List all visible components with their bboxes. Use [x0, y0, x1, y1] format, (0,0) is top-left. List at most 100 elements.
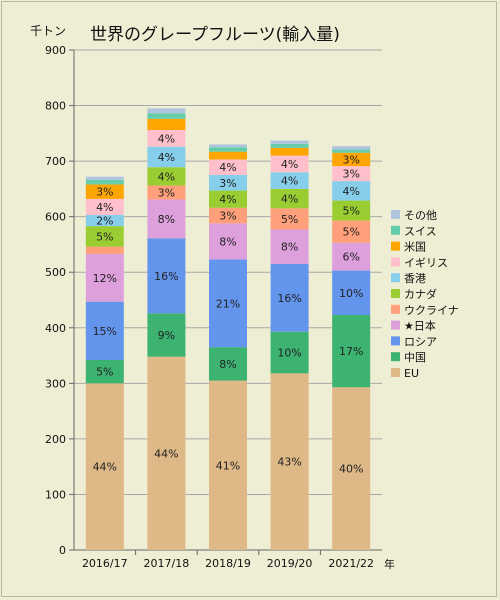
- bar-segment: [147, 313, 186, 357]
- bar-data-label: 4%: [158, 170, 175, 183]
- bar-segment: [332, 220, 371, 243]
- bar-segment: [209, 159, 247, 175]
- bar-data-label: 6%: [342, 251, 359, 264]
- bar-segment: [270, 208, 309, 230]
- bar-segment: [332, 270, 371, 315]
- bar-data-label: 3%: [158, 187, 175, 200]
- bar-data-label: 4%: [281, 158, 298, 171]
- y-tick-label: 100: [45, 488, 66, 501]
- bar-data-label: 44%: [93, 461, 117, 474]
- bar-data-label: 44%: [154, 447, 178, 460]
- bar-segment: [209, 151, 247, 160]
- legend-swatch: [391, 320, 400, 330]
- legend-label: EU: [404, 367, 419, 380]
- bar-segment: [85, 360, 124, 384]
- x-tick-label: 2019/20: [267, 557, 313, 570]
- legend-swatch: [391, 336, 400, 346]
- bar-data-label: 10%: [339, 287, 363, 300]
- legend-label: イギリス: [404, 256, 448, 269]
- bar-segment: [332, 146, 371, 150]
- bar-data-label: 3%: [342, 153, 359, 166]
- bar-segment: [270, 229, 309, 264]
- bar-data-label: 5%: [96, 366, 113, 379]
- bar-segment: [209, 175, 247, 191]
- bar-segment: [209, 347, 247, 381]
- bar-segment: [85, 198, 124, 215]
- bar-segment: [332, 166, 371, 182]
- legend-swatch: [391, 352, 400, 362]
- bar-segment: [270, 172, 309, 189]
- bar-segment: [209, 259, 247, 348]
- bar-segment: [209, 207, 247, 224]
- legend-swatch: [391, 273, 400, 283]
- bar-data-label: 4%: [96, 201, 113, 214]
- bar-data-label: 9%: [158, 329, 175, 342]
- bar-data-label: 4%: [158, 132, 175, 145]
- bar-segment: [85, 301, 124, 360]
- bar-segment: [147, 238, 186, 314]
- legend-label: ★日本: [404, 319, 436, 333]
- bar-segment: [270, 147, 309, 156]
- bar-data-label: 4%: [281, 193, 298, 206]
- bar-segment: [147, 113, 186, 119]
- legend-label: ウクライナ: [404, 304, 459, 317]
- bar-data-label: 43%: [277, 456, 301, 469]
- x-axis-unit-label: 年: [384, 558, 395, 571]
- bar-data-label: 5%: [342, 226, 359, 239]
- bar-segment: [85, 383, 124, 550]
- y-tick-label: 600: [45, 211, 66, 224]
- bar-segment: [85, 253, 124, 302]
- bar-segment: [270, 143, 309, 148]
- legend-swatch: [391, 289, 400, 298]
- bar-segment: [332, 149, 371, 153]
- legend-swatch: [391, 257, 400, 267]
- bar-data-label: 21%: [216, 297, 240, 310]
- bar-data-label: 15%: [93, 325, 117, 338]
- x-tick-label: 2018/19: [205, 557, 251, 570]
- legend-label: ロシア: [404, 335, 437, 348]
- bar-segment: [270, 373, 309, 550]
- bar-segment: [85, 226, 124, 247]
- bar-data-label: 4%: [219, 193, 236, 206]
- bar-data-label: 16%: [277, 292, 301, 305]
- legend-label: 中国: [404, 351, 426, 364]
- bar-data-label: 4%: [281, 175, 298, 188]
- bar-segment: [209, 190, 247, 208]
- bar-segment: [209, 147, 247, 152]
- bar-segment: [332, 152, 371, 167]
- bar-segment: [209, 380, 247, 550]
- bar-segment: [147, 118, 186, 130]
- y-tick-label: 0: [59, 544, 66, 557]
- bar-data-label: 4%: [158, 151, 175, 164]
- chart-title: 世界のグレープフルーツ(輸入量): [90, 25, 340, 45]
- bar-segment: [332, 242, 371, 271]
- y-tick-label: 700: [45, 155, 66, 168]
- bar-segment: [85, 180, 124, 185]
- y-axis-unit-label: 千トン: [30, 24, 67, 38]
- bar-data-label: 40%: [339, 463, 363, 476]
- x-tick-label: 2021/22: [328, 557, 374, 570]
- bar-segment: [270, 188, 309, 209]
- bar-data-label: 12%: [93, 272, 117, 285]
- bar-data-label: 10%: [277, 347, 301, 360]
- bar-segment: [147, 130, 186, 147]
- bar-segment: [209, 223, 247, 260]
- bar-segment: [147, 199, 186, 239]
- bar-segment: [85, 184, 124, 199]
- bar-segment: [147, 167, 186, 186]
- bar-data-label: 3%: [96, 186, 113, 199]
- legend-label: スイス: [404, 225, 437, 238]
- bar-segment: [209, 144, 247, 148]
- bar-data-label: 16%: [154, 270, 178, 283]
- bar-data-label: 8%: [219, 235, 236, 248]
- bar-segment: [270, 140, 309, 144]
- y-tick-label: 900: [45, 44, 66, 57]
- y-tick-label: 200: [45, 433, 66, 446]
- x-tick-label: 2016/17: [82, 557, 128, 570]
- y-tick-label: 400: [45, 322, 66, 335]
- y-tick-label: 500: [45, 266, 66, 279]
- bar-data-label: 41%: [216, 459, 240, 472]
- bar-segment: [147, 356, 186, 550]
